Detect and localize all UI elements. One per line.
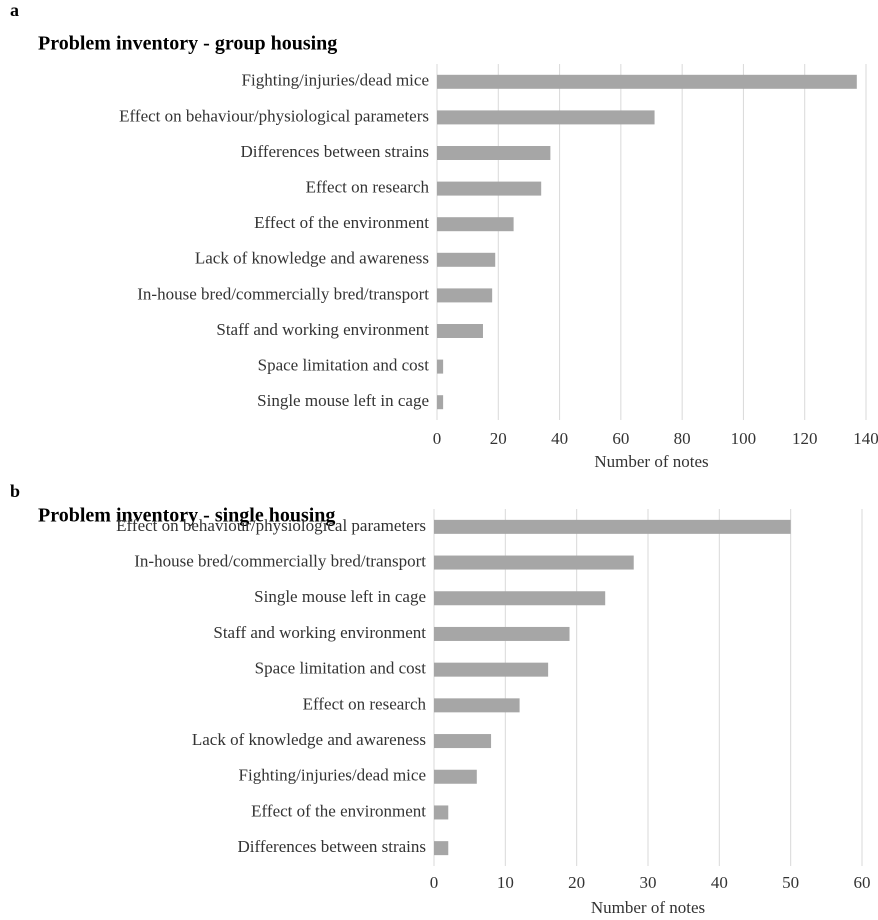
y-tick-label: Effect on research (303, 694, 427, 713)
bar (437, 395, 444, 410)
bar (437, 288, 493, 303)
y-tick-label: Effect on research (306, 178, 430, 197)
bar (434, 805, 449, 820)
x-tick-label: 20 (490, 429, 507, 448)
y-tick-label: Staff and working environment (213, 623, 426, 642)
bar (434, 626, 570, 641)
x-axis-label: Number of notes (591, 898, 705, 917)
bar (434, 769, 477, 784)
x-tick-label: 60 (612, 429, 629, 448)
y-tick-label: Single mouse left in cage (257, 391, 429, 410)
bar (437, 359, 444, 374)
bar (437, 110, 655, 125)
y-tick-label: Fighting/injuries/dead mice (239, 766, 426, 785)
bar (434, 734, 492, 749)
bar (434, 555, 634, 570)
x-tick-label: 100 (731, 429, 757, 448)
bar (437, 181, 542, 196)
y-tick-label: Space limitation and cost (255, 659, 427, 678)
y-tick-label: Lack of knowledge and awareness (195, 249, 429, 268)
y-tick-label: Effect of the environment (254, 213, 429, 232)
x-tick-label: 60 (854, 873, 871, 892)
x-tick-label: 50 (782, 873, 799, 892)
x-tick-label: 120 (792, 429, 818, 448)
bar (434, 698, 520, 713)
x-tick-label: 40 (711, 873, 728, 892)
y-tick-label: Fighting/injuries/dead mice (242, 71, 429, 90)
bar (437, 146, 551, 160)
x-axis-label: Number of notes (594, 452, 708, 471)
y-tick-label: In-house bred/commercially bred/transpor… (134, 551, 426, 570)
y-tick-label: Effect on behaviour/physiological parame… (119, 106, 429, 125)
x-tick-label: 0 (433, 429, 442, 448)
y-tick-label: Lack of knowledge and awareness (192, 730, 426, 749)
bar (437, 324, 483, 338)
x-tick-label: 80 (674, 429, 691, 448)
y-tick-label: Effect of the environment (251, 801, 426, 820)
x-tick-label: 0 (430, 873, 439, 892)
bar (437, 74, 857, 89)
panel-label: a (10, 0, 19, 20)
y-tick-label: Differences between strains (241, 142, 430, 161)
chart-title: Problem inventory - single housing (38, 505, 335, 527)
x-tick-label: 40 (551, 429, 568, 448)
y-tick-label: Effect on behaviour/physiological parame… (116, 516, 426, 535)
bar (437, 217, 514, 232)
bar (434, 591, 606, 606)
y-tick-label: Single mouse left in cage (254, 587, 426, 606)
x-tick-label: 30 (640, 873, 657, 892)
y-tick-label: In-house bred/commercially bred/transpor… (137, 284, 429, 303)
x-tick-label: 140 (853, 429, 878, 448)
bar (434, 519, 791, 534)
y-tick-label: Differences between strains (238, 837, 427, 856)
bar (434, 841, 449, 856)
x-tick-label: 20 (568, 873, 585, 892)
y-tick-label: Space limitation and cost (258, 356, 430, 375)
x-tick-label: 10 (497, 873, 514, 892)
panel-label: b (10, 481, 20, 501)
bar (437, 252, 496, 267)
y-tick-label: Staff and working environment (216, 320, 429, 339)
bar (434, 662, 549, 677)
chart-title: Problem inventory - group housing (38, 33, 337, 55)
